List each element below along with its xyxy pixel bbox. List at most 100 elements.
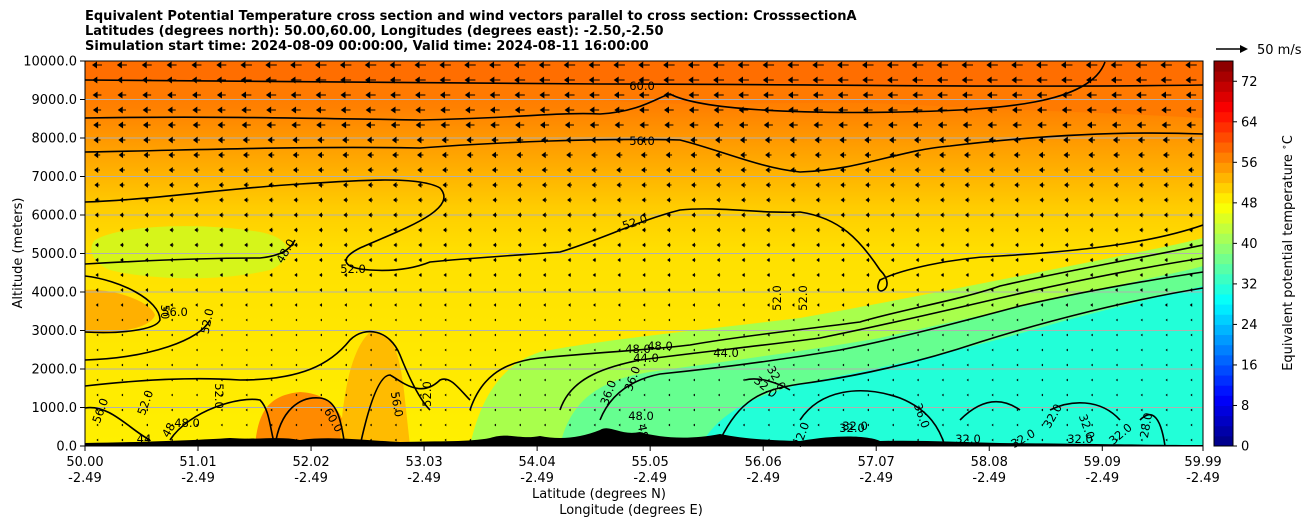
wind-arrow-icon	[1036, 76, 1042, 84]
wind-arrow-icon	[1115, 318, 1118, 322]
wind-arrow-icon	[216, 91, 222, 99]
wind-arrow-icon	[345, 348, 347, 352]
wind-arrow-icon	[240, 76, 246, 84]
wind-arrow-icon	[941, 318, 944, 322]
wind-arrow-icon	[120, 272, 124, 278]
wind-arrow-icon	[838, 121, 844, 129]
wind-arrow-icon	[1190, 423, 1193, 427]
wind-arrow-icon	[1040, 257, 1044, 263]
wind-arrow-icon	[92, 61, 97, 69]
wind-arrow-icon	[815, 212, 820, 218]
wind-arrow-icon	[739, 136, 745, 144]
wind-arrow-icon	[737, 61, 743, 69]
wind-arrow-icon	[815, 227, 820, 233]
wind-arrow-icon	[1140, 363, 1143, 367]
wind-arrow-icon	[867, 333, 869, 337]
wind-arrow-icon	[937, 91, 943, 99]
x-tick-label-lon: -2.49	[1085, 471, 1119, 486]
wind-arrow-icon	[369, 408, 372, 412]
x-tick-label-lon: -2.49	[181, 471, 215, 486]
wind-arrow-icon	[1016, 333, 1019, 337]
wind-arrow-icon	[144, 257, 148, 263]
wind-arrow-icon	[866, 272, 869, 278]
wind-arrow-icon	[1189, 242, 1193, 248]
wind-arrow-icon	[664, 106, 670, 114]
chart-title: Equivalent Potential Temperature cross s…	[85, 9, 857, 54]
wind-arrow-icon	[940, 272, 944, 278]
wind-arrow-icon	[170, 348, 173, 352]
wind-arrow-icon	[792, 348, 795, 352]
contour-label: 48	[635, 423, 651, 440]
wind-arrow-icon	[1041, 408, 1044, 412]
wind-arrow-icon	[1139, 257, 1143, 263]
wind-arrow-icon	[663, 76, 669, 84]
wind-arrow-icon	[961, 76, 967, 84]
y-tick-label: 1000.0	[32, 401, 78, 416]
wind-arrow-icon	[95, 242, 99, 248]
wind-arrow-icon	[391, 136, 397, 144]
wind-arrow-icon	[468, 287, 472, 293]
wind-arrow-icon	[962, 106, 968, 114]
wind-arrow-icon	[867, 423, 869, 427]
wind-arrow-icon	[766, 227, 770, 233]
wind-arrow-icon	[1015, 257, 1019, 263]
wind-arrow-icon	[962, 121, 968, 129]
wind-arrow-icon	[1016, 393, 1019, 397]
wind-arrow-icon	[320, 378, 322, 382]
wind-arrow-icon	[1086, 76, 1092, 84]
wind-arrow-icon	[419, 408, 422, 412]
wind-arrow-icon	[220, 408, 223, 412]
wind-arrow-icon	[469, 408, 472, 412]
contour-36-b	[799, 390, 946, 446]
wind-arrow-icon	[839, 151, 845, 159]
wind-arrow-icon	[840, 212, 845, 218]
wind-arrow-icon	[1090, 438, 1093, 442]
wind-arrow-icon	[988, 136, 994, 144]
colorbar-tick-label: 56	[1241, 156, 1258, 171]
wind-arrow-icon	[742, 423, 745, 427]
wind-arrow-icon	[741, 212, 745, 218]
wind-arrow-icon	[1036, 106, 1042, 114]
wind-arrow-icon	[170, 287, 173, 293]
wind-arrow-icon	[617, 287, 621, 293]
wind-arrow-icon	[667, 287, 671, 293]
wind-arrow-icon	[267, 151, 273, 159]
x-tick-label-lat: 51.01	[179, 455, 216, 470]
wind-arrow-icon	[891, 303, 894, 307]
wind-arrow-icon	[469, 363, 472, 367]
wind-arrow-icon	[717, 423, 720, 427]
wind-arrow-icon	[941, 423, 944, 427]
wind-arrow-icon	[195, 363, 198, 367]
wind-arrow-icon	[369, 363, 372, 367]
wind-arrow-icon	[892, 438, 894, 442]
wind-arrow-icon	[392, 166, 397, 174]
wind-arrow-icon	[817, 348, 820, 352]
wind-arrow-icon	[94, 166, 99, 174]
wind-arrow-icon	[889, 166, 894, 174]
wind-arrow-icon	[890, 257, 894, 263]
wind-arrow-icon	[817, 333, 820, 337]
wind-arrow-icon	[1111, 91, 1117, 99]
contour-48-upper	[85, 239, 296, 265]
wind-arrow-icon	[393, 197, 397, 203]
wind-arrow-icon	[1066, 363, 1068, 367]
wind-arrow-icon	[539, 121, 545, 129]
contour-lines	[85, 61, 1203, 446]
wind-arrow-icon	[543, 303, 546, 307]
wind-arrow-icon	[592, 272, 596, 278]
wind-arrow-icon	[592, 303, 596, 307]
wind-arrow-icon	[170, 318, 173, 322]
wind-arrow-icon	[991, 423, 994, 427]
wind-arrow-icon	[564, 106, 570, 114]
wind-arrow-icon	[691, 227, 695, 233]
wind-arrow-icon	[1136, 106, 1142, 114]
wind-arrow-icon	[891, 287, 894, 293]
wind-arrow-icon	[1139, 287, 1143, 293]
wind-arrow-icon	[990, 272, 994, 278]
wind-arrow-icon	[941, 408, 944, 412]
wind-arrow-icon	[1190, 363, 1193, 367]
wind-arrow-icon	[690, 166, 695, 174]
wind-arrow-icon	[1038, 136, 1044, 144]
wind-arrow-icon	[915, 197, 919, 203]
wind-arrow-icon	[1115, 438, 1118, 442]
